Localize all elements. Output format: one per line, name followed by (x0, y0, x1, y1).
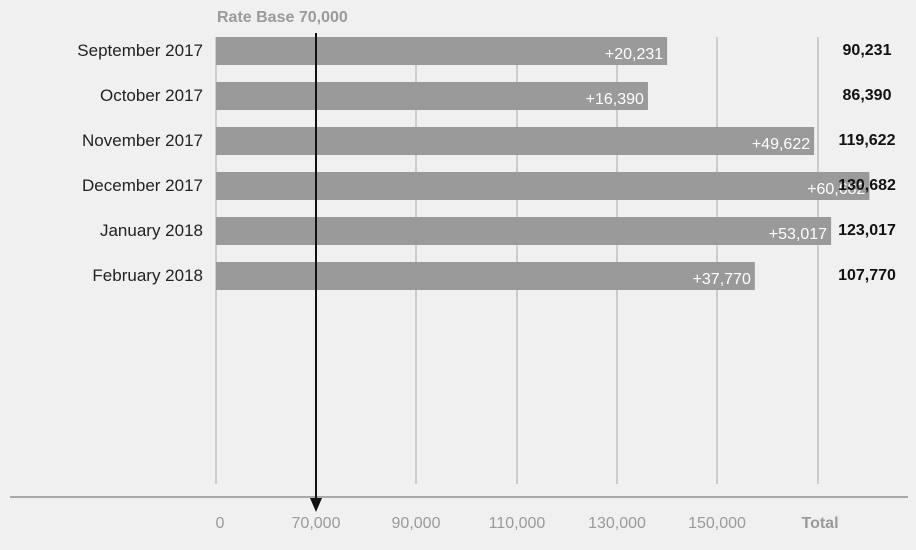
category-label-1: October 2017 (100, 86, 203, 105)
total-column-header: Total (801, 515, 838, 532)
x-tick-label-2: 90,000 (392, 515, 441, 532)
bar-increment-label-1: +16,390 (586, 91, 644, 108)
bar-0 (216, 37, 668, 65)
category-label-3: December 2017 (82, 176, 203, 195)
x-tick-label-5: 150,000 (688, 515, 746, 532)
bar-3 (216, 172, 870, 200)
category-label-4: January 2018 (100, 221, 203, 240)
total-value-1: 86,390 (843, 87, 892, 104)
bar-1 (216, 82, 648, 110)
category-labels: September 2017 October 2017 November 2017 D… (77, 41, 203, 285)
x-tick-label-4: 130,000 (588, 515, 646, 532)
bar-increment-label-3: +60,682 (807, 181, 865, 198)
totals-column: 90,231 86,390 119,622 130,682 123,017 107,770 (838, 42, 896, 284)
bar-increment-label-5: +37,770 (693, 271, 751, 288)
reference-label: Rate Base 70,000 (217, 9, 348, 26)
bar-2 (216, 127, 815, 155)
bar-increment-label-0: +20,231 (605, 46, 663, 63)
category-label-2: November 2017 (82, 131, 203, 150)
x-axis: 0 70,000 90,000 110,000 130,000 150,000 Total (10, 496, 908, 532)
x-tick-label-3: 110,000 (489, 515, 546, 532)
bars: +20,231 +16,390 +49,622 +60,682 +53,017 +37,7… (216, 37, 870, 290)
bar-increment-label-4: +53,017 (769, 226, 827, 243)
x-tick-label-1: 70,000 (292, 515, 341, 532)
bar-increment-label-2: +49,622 (752, 136, 810, 153)
x-tick-label-0: 0 (216, 515, 225, 532)
total-value-0: 90,231 (843, 42, 892, 59)
total-value-2: 119,622 (839, 132, 896, 149)
total-value-5: 107,770 (838, 267, 896, 284)
total-value-4: 123,017 (838, 222, 896, 239)
bar-5 (216, 262, 755, 290)
total-value-3: 130,682 (838, 177, 896, 194)
bar-4 (216, 217, 832, 245)
category-label-0: September 2017 (77, 41, 203, 60)
reference-line-group: Rate Base 70,000 (217, 9, 348, 512)
category-label-5: February 2018 (92, 266, 203, 285)
reference-arrow-icon (310, 498, 322, 512)
